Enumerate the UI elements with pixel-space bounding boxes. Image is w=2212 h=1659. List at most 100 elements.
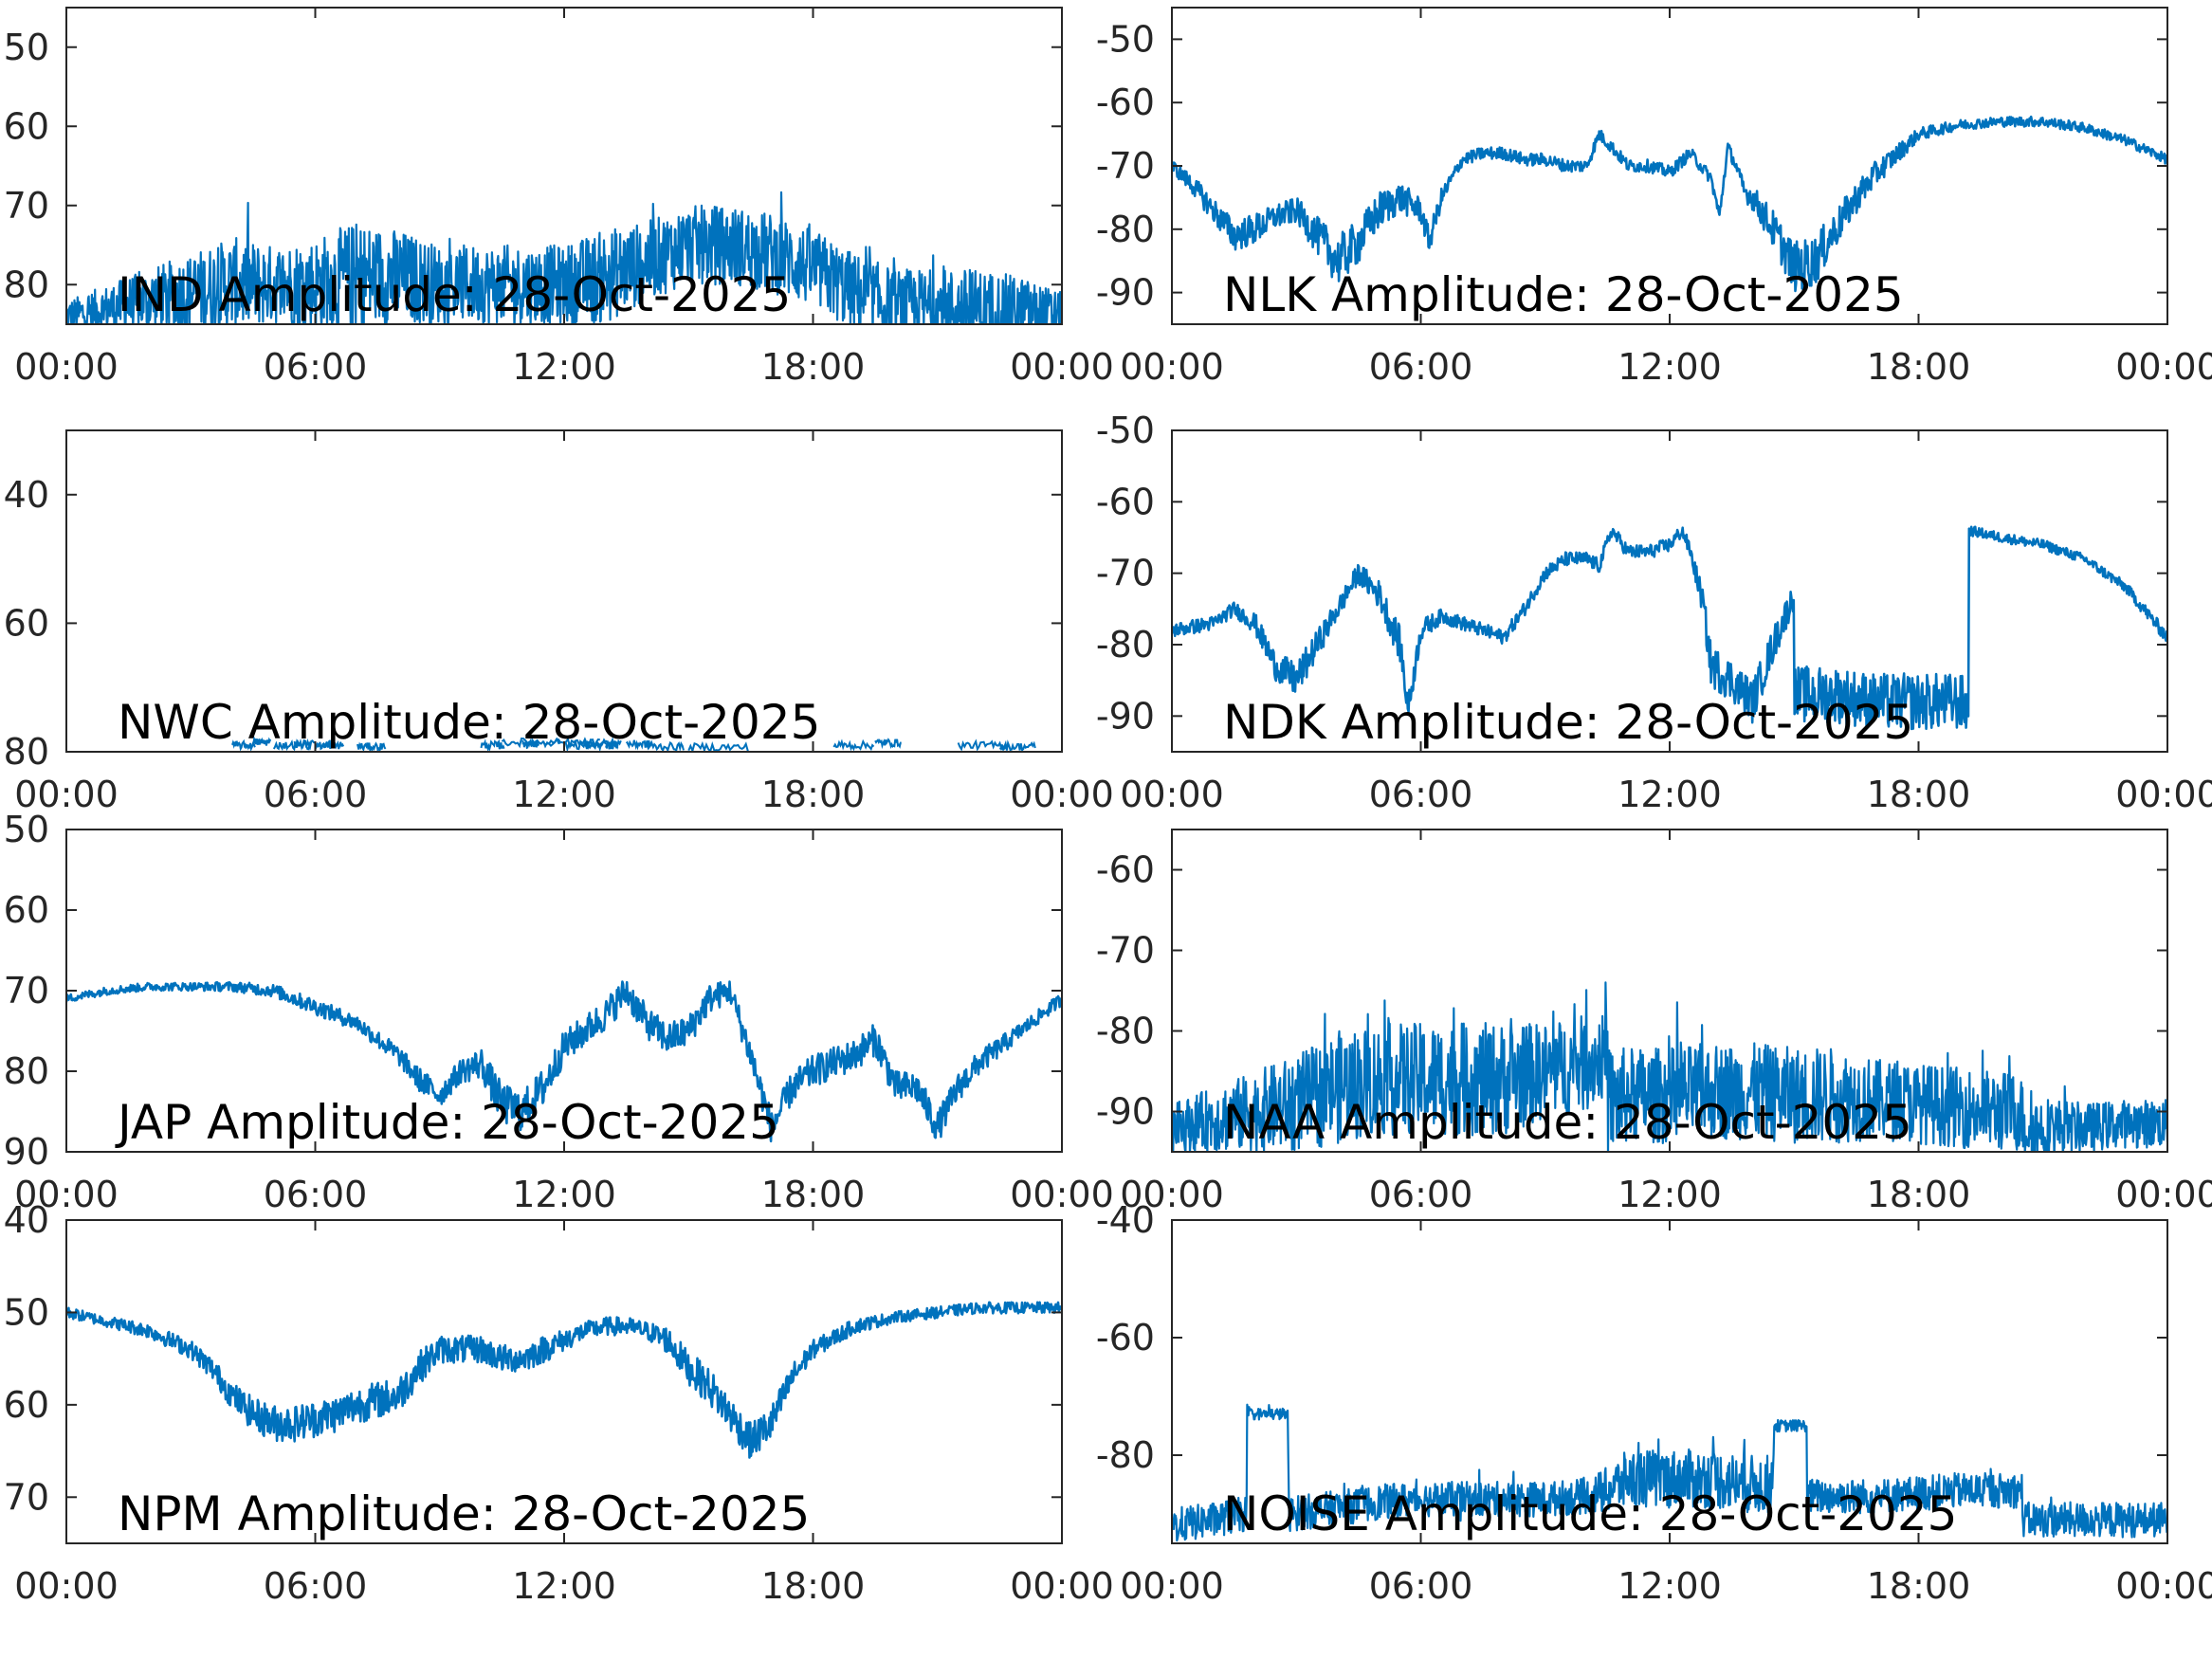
series-0-segment xyxy=(957,738,1008,752)
x-tick-label: 06:00 xyxy=(1369,774,1473,815)
data-layer xyxy=(66,1301,1062,1459)
panel-title: NWC Amplitude: 28-Oct-2025 xyxy=(118,695,820,750)
y-tick-label: 50 xyxy=(4,809,49,850)
y-tick-label: 40 xyxy=(4,1199,49,1241)
panel-5: 00:00 06:00 12:00 18:00 00:00 -60 -70 -80 -90 NAA… xyxy=(1096,829,2212,1215)
x-tick-label: 18:00 xyxy=(761,1174,866,1215)
y-tick-label: -60 xyxy=(1096,1317,1155,1358)
x-tick-label: 12:00 xyxy=(512,1174,616,1215)
series-0-segment xyxy=(687,740,749,752)
panel-1: 00:00 06:00 12:00 18:00 00:00 -50 -60 -70 -80 -90… xyxy=(1096,7,2212,388)
y-tick-label: -90 xyxy=(1096,695,1155,737)
y-tick-label: -70 xyxy=(1096,930,1155,972)
panel-2: 00:00 06:00 12:00 18:00 00:00 40 60 80 NWC Ampli… xyxy=(4,429,1114,815)
x-tick-label: 00:00 xyxy=(14,774,119,815)
y-tick-label: -80 xyxy=(1096,1011,1155,1052)
y-tick-label: -80 xyxy=(1096,624,1155,665)
series-0-segment xyxy=(874,738,902,750)
x-tick-label: 00:00 xyxy=(2115,1565,2212,1607)
series-0-segment xyxy=(480,738,505,752)
series-0-segment xyxy=(293,738,331,751)
x-tick-label: 18:00 xyxy=(761,346,866,388)
series-0-line xyxy=(66,1301,1062,1459)
x-tick-label: 18:00 xyxy=(761,1565,866,1607)
x-tick-label: 00:00 xyxy=(2115,774,2212,815)
x-tick-label: 00:00 xyxy=(14,1174,119,1215)
data-layer xyxy=(231,736,1036,752)
x-tick-label: 12:00 xyxy=(1618,774,1722,815)
series-0-segment xyxy=(314,738,345,751)
x-tick-label: 06:00 xyxy=(264,346,368,388)
series-0-line xyxy=(1172,981,2167,1152)
y-tick-label: 90 xyxy=(4,1131,49,1173)
data-layer xyxy=(66,980,1062,1143)
panel-0: 00:00 06:00 12:00 18:00 00:00 50 60 70 80 IND Amp… xyxy=(4,7,1114,388)
panel-title: NLK Amplitude: 28-Oct-2025 xyxy=(1223,267,1904,322)
y-tick-label: 60 xyxy=(4,1384,49,1426)
x-tick-label: 18:00 xyxy=(1867,1174,1971,1215)
data-layer xyxy=(66,191,1062,324)
y-tick-label: 60 xyxy=(4,602,49,644)
series-0-line xyxy=(66,191,1062,324)
series-0-line xyxy=(1172,525,2167,731)
x-tick-label: 00:00 xyxy=(1010,1565,1114,1607)
x-tick-label: 06:00 xyxy=(1369,346,1473,388)
series-0-segment xyxy=(356,741,387,752)
series-0-line xyxy=(66,980,1062,1143)
series-0-segment xyxy=(521,738,540,750)
y-tick-label: -60 xyxy=(1096,82,1155,123)
x-tick-label: 06:00 xyxy=(264,1565,368,1607)
data-layer xyxy=(1172,1403,2167,1542)
y-tick-label: -70 xyxy=(1096,145,1155,187)
panel-title: NOISE Amplitude: 28-Oct-2025 xyxy=(1223,1486,1958,1541)
y-tick-label: 50 xyxy=(4,27,49,68)
data-layer xyxy=(1172,981,2167,1152)
panel-4: 00:00 06:00 12:00 18:00 00:00 50 60 70 80 90 JAP A… xyxy=(4,809,1114,1215)
x-tick-label: 06:00 xyxy=(1369,1174,1473,1215)
x-tick-label: 18:00 xyxy=(1867,346,1971,388)
series-0-segment xyxy=(832,738,875,752)
y-tick-label: 60 xyxy=(4,105,49,147)
panel-title: NAA Amplitude: 28-Oct-2025 xyxy=(1223,1095,1912,1150)
panel-title: JAP Amplitude: 28-Oct-2025 xyxy=(115,1095,779,1150)
x-tick-label: 12:00 xyxy=(1618,1565,1722,1607)
data-layer xyxy=(1172,525,2167,731)
y-tick-label: 80 xyxy=(4,1050,49,1092)
x-tick-label: 00:00 xyxy=(14,346,119,388)
x-tick-label: 00:00 xyxy=(1120,1174,1224,1215)
y-tick-label: 40 xyxy=(4,474,49,516)
series-0-segment xyxy=(231,738,256,752)
x-tick-label: 12:00 xyxy=(512,1565,616,1607)
x-tick-label: 18:00 xyxy=(1867,774,1971,815)
data-layer xyxy=(1172,115,2167,293)
series-0-line xyxy=(1172,115,2167,293)
series-0-segment xyxy=(583,737,622,751)
x-tick-label: 06:00 xyxy=(1369,1565,1473,1607)
panel-title: IND Amplitude: 28-Oct-2025 xyxy=(118,267,791,322)
y-tick-label: 80 xyxy=(4,731,49,773)
y-tick-label: -60 xyxy=(1096,849,1155,891)
series-0-segment xyxy=(999,739,1036,752)
y-tick-label: -40 xyxy=(1096,1199,1155,1241)
series-0-segment xyxy=(563,738,614,752)
x-tick-label: 00:00 xyxy=(2115,1174,2212,1215)
panel-3: 00:00 06:00 12:00 18:00 00:00 -50 -60 -70 -80 -90… xyxy=(1096,410,2212,815)
x-tick-label: 00:00 xyxy=(1120,346,1224,388)
x-tick-label: 00:00 xyxy=(1120,1565,1224,1607)
y-tick-label: -50 xyxy=(1096,410,1155,451)
series-0-line xyxy=(1172,1403,2167,1542)
y-tick-label: -90 xyxy=(1096,1091,1155,1133)
series-0-segment xyxy=(646,740,685,752)
x-tick-label: 00:00 xyxy=(1010,346,1114,388)
panel-6: 00:00 06:00 12:00 18:00 00:00 40 50 60 70 NPM Amp… xyxy=(4,1199,1114,1607)
x-tick-label: 12:00 xyxy=(1618,346,1722,388)
panel-title: NPM Amplitude: 28-Oct-2025 xyxy=(118,1486,810,1541)
x-tick-label: 00:00 xyxy=(2115,346,2212,388)
y-tick-label: -70 xyxy=(1096,553,1155,594)
y-tick-label: -80 xyxy=(1096,209,1155,250)
y-tick-label: 70 xyxy=(4,1476,49,1518)
x-tick-label: 12:00 xyxy=(512,774,616,815)
panel-title: NDK Amplitude: 28-Oct-2025 xyxy=(1223,695,1913,750)
